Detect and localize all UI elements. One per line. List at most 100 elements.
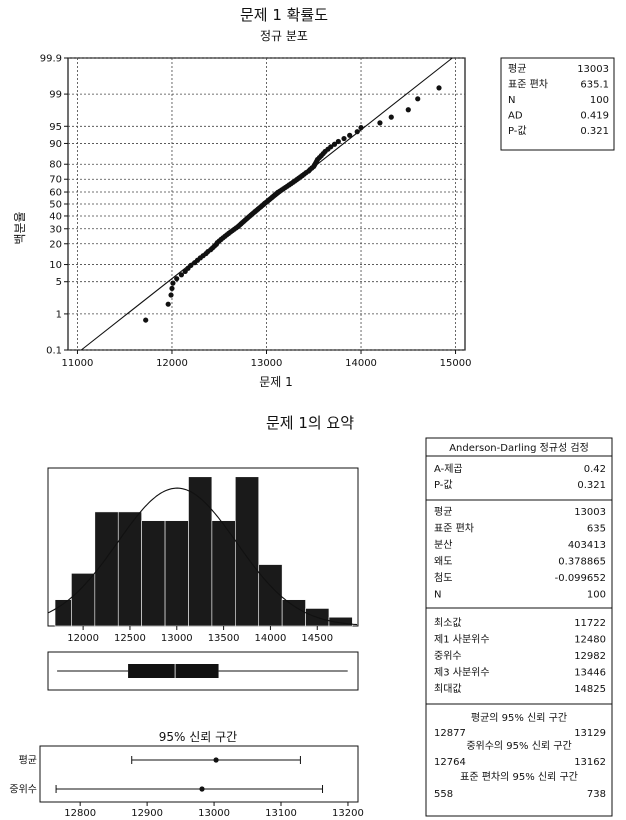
stats-label: P-값 [508,125,527,137]
table-value: 403413 [568,540,606,551]
stats-value: 100 [590,95,609,106]
prob-point [436,85,442,91]
ci-x-tick-label: 12800 [64,808,96,819]
prob-point [168,292,174,298]
prob-point [388,114,394,120]
prob-point [354,129,360,135]
prob-point [405,107,411,113]
prob-point [328,144,334,150]
table-value: -0.099652 [555,573,606,584]
table-value: 12480 [574,635,606,646]
table-label: 표준 편차 [434,523,474,535]
table-section [425,455,613,501]
stats-value: 13003 [577,64,609,75]
prob-y-tick-label: 99.9 [40,54,62,65]
table-ci-median-high: 13162 [574,757,606,768]
hist-bar [258,564,283,627]
ci-row-label: 중위수 [9,783,37,796]
hist-bar [71,573,96,627]
table-value: 0.378865 [558,557,606,568]
prob-y-tick-label: 30 [49,224,62,235]
ci-x-tick-label: 12900 [131,808,163,819]
stats-value: 0.321 [580,126,609,137]
table-label: 최소값 [434,617,462,629]
prob-point [174,276,180,282]
table-label: N [434,590,441,601]
hist-x-tick-label: 14500 [301,633,333,644]
prob-subtitle: 정규 분포 [260,29,308,43]
prob-point [188,262,194,268]
hist-bar [117,511,142,627]
table-section [425,607,613,705]
prob-y-tick-label: 50 [49,200,62,211]
ci-row-label: 평균 [19,755,37,767]
ci-center-point [213,757,219,763]
hist-x-tick-label: 13000 [161,633,193,644]
table-label: 중위수 [434,649,462,662]
prob-point [178,272,185,278]
prob-y-tick-label: 80 [49,160,62,171]
table-value: 0.42 [584,464,606,475]
table-header: Anderson-Darling 정규성 검정 [449,442,589,454]
table-value: 11722 [574,618,606,629]
prob-point [347,132,353,138]
hist-bar [164,520,189,627]
prob-point [377,120,383,126]
ci-title: 95% 신뢰 구간 [159,730,237,744]
table-ci-title: 평균의 95% 신뢰 구간 [471,712,567,724]
prob-point [170,280,176,286]
prob-y-tick-label: 20 [49,239,62,250]
prob-point [341,135,347,142]
table-value: 635 [587,524,606,535]
table-label: 최대값 [434,683,462,695]
prob-y-tick-label: 60 [49,188,62,199]
table-label: 왜도 [434,556,452,568]
hist-bar [188,476,213,627]
summary-title: 문제 1의 요약 [266,414,354,432]
table-value: 14825 [574,684,606,695]
table-label: 제1 사분위수 [434,633,490,646]
stats-value: 635.1 [580,80,609,91]
prob-point [331,141,338,147]
ci-x-tick-label: 13000 [198,808,230,819]
prob-x-label: 문제 1 [259,375,293,389]
table-label: 평균 [434,506,452,518]
boxplot-frame [47,651,359,691]
prob-point [415,96,421,102]
prob-y-tick-label: 99 [49,90,62,101]
prob-y-tick-label: 70 [49,175,62,186]
prob-point [358,125,364,131]
ci-x-tick-label: 13200 [332,808,364,819]
prob-y-label: 백분율 [13,211,27,244]
hist-bar [281,599,306,627]
prob-y-tick-label: 40 [49,211,62,222]
hist-x-tick-label: 12000 [67,633,99,644]
prob-point [335,138,341,145]
table-ci-mean-low: 12877 [434,728,466,739]
ci-x-tick-label: 13100 [265,808,297,819]
prob-x-tick-label: 11000 [62,358,94,369]
table-section [425,499,613,609]
prob-x-tick-label: 15000 [440,358,472,369]
prob-x-tick-label: 14000 [345,358,377,369]
hist-bar [235,476,260,627]
table-ci-sd-low: 558 [434,789,453,800]
prob-point [165,301,171,307]
hist-x-tick-label: 14000 [255,633,287,644]
table-value: 0.321 [577,480,606,491]
table-label: 첨도 [434,572,452,584]
prob-y-tick-label: 5 [56,277,62,288]
table-ci-mean-high: 13129 [574,728,606,739]
table-value: 100 [587,590,606,601]
prob-x-tick-label: 12000 [156,358,188,369]
prob-y-tick-label: 1 [56,309,62,320]
hist-bar [328,616,353,627]
prob-y-tick-label: 95 [49,122,62,133]
table-label: P-값 [434,479,453,491]
hist-x-tick-label: 13500 [208,633,240,644]
hist-normal-curve [47,487,358,626]
prob-y-tick-label: 10 [49,260,62,271]
table-ci-sd-high: 738 [587,789,606,800]
stats-value: 0.419 [580,111,609,122]
